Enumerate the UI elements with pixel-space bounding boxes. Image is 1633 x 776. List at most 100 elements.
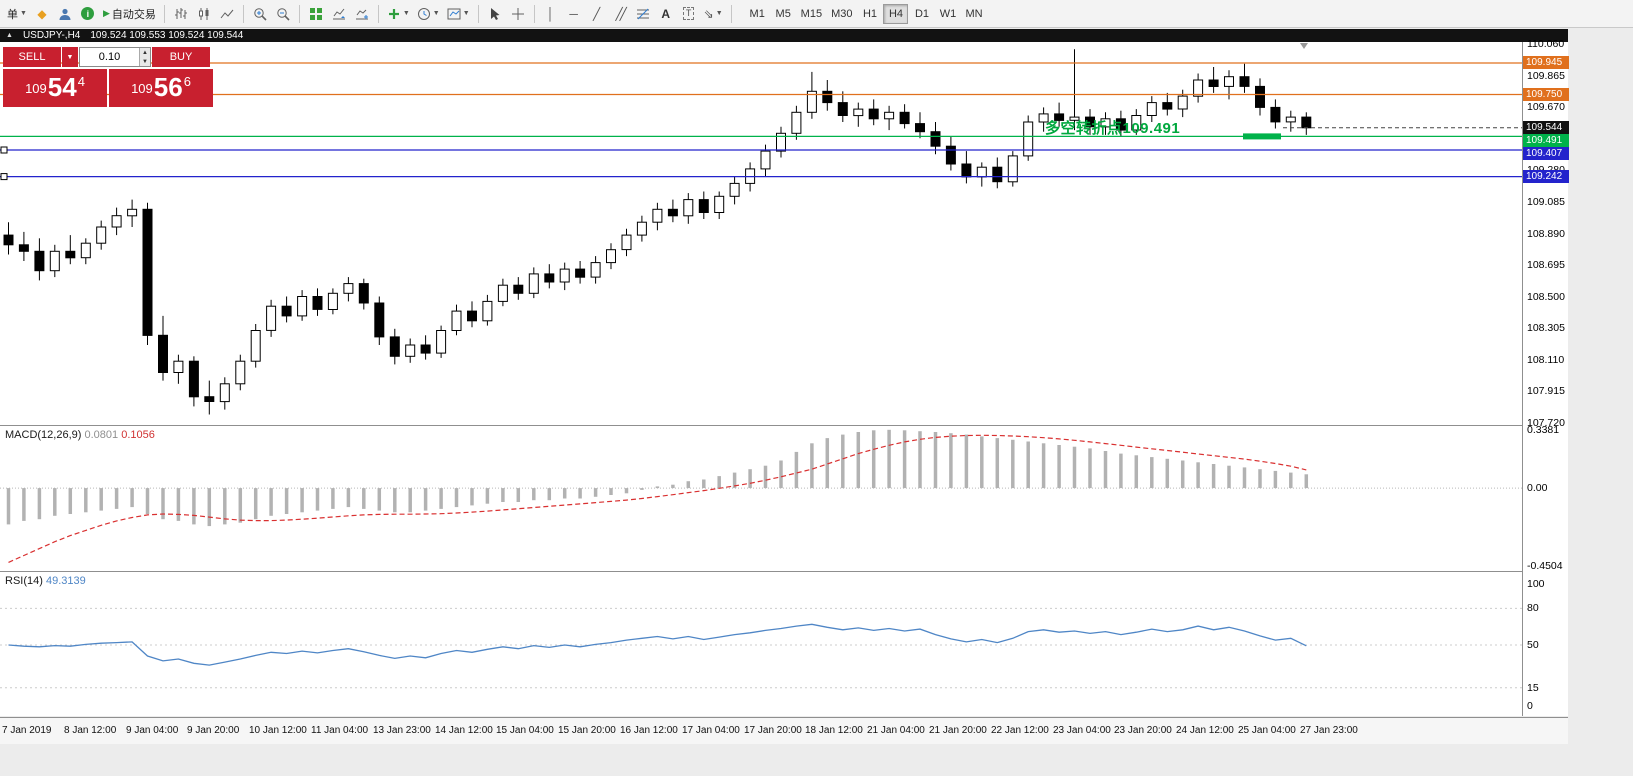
bar-chart-button[interactable] <box>170 3 192 25</box>
caret-down-icon: ▼ <box>462 10 470 17</box>
panel-splitter[interactable] <box>0 425 1568 426</box>
rsi-scale-label: 50 <box>1527 639 1539 651</box>
sell-price-box[interactable]: 109 54 4 <box>3 69 107 107</box>
timeframe-d1-button[interactable]: D1 <box>909 4 934 24</box>
buy-price-box[interactable]: 109 56 6 <box>109 69 213 107</box>
lot-size-input[interactable] <box>80 48 139 66</box>
macd-histogram <box>6 429 1309 527</box>
horizontal-line-tool-button[interactable]: ─ <box>563 3 585 25</box>
chart-ohlc-values: 109.524 109.553 109.524 109.544 <box>90 30 244 41</box>
indicators-button[interactable]: ▼ <box>384 3 413 25</box>
cursor-icon <box>490 7 500 20</box>
templates-button[interactable]: ▼ <box>444 3 473 25</box>
text-tool-button[interactable]: A <box>655 3 677 25</box>
new-order-button[interactable]: 单 ▼ <box>4 3 30 25</box>
sell-price-big: 54 <box>47 72 77 102</box>
clock-icon <box>417 7 430 20</box>
autotrading-button[interactable]: ▶ 自动交易 <box>100 3 159 25</box>
time-axis-label: 8 Jan 12:00 <box>64 725 117 736</box>
time-axis-label: 16 Jan 12:00 <box>620 725 678 736</box>
arrows-tool-button[interactable]: ⇘ ▼ <box>701 3 726 25</box>
timeframe-h4-button[interactable]: H4 <box>883 3 909 24</box>
vertical-line-icon: │ <box>546 6 555 21</box>
price-lines[interactable] <box>0 62 1522 181</box>
rsi-panel: RSI(14) 49.3139 <box>0 572 1522 716</box>
timeframe-w1-button[interactable]: W1 <box>935 4 960 24</box>
candlestick-chart-button[interactable] <box>193 3 215 25</box>
price-line-tag: 109.491 <box>1523 134 1569 147</box>
vertical-line-tool-button[interactable]: │ <box>540 3 562 25</box>
rsi-value: 49.3139 <box>45 575 86 587</box>
chart-shift-icon <box>355 9 368 19</box>
macd-scale-label: -0.4504 <box>1527 560 1563 572</box>
mql5-button[interactable]: ◆ <box>31 3 53 25</box>
crosshair-button[interactable] <box>507 3 529 25</box>
timeframe-m5-button[interactable]: M5 <box>771 4 796 24</box>
cursor-button[interactable] <box>484 3 506 25</box>
rsi-chart[interactable] <box>0 572 1522 716</box>
candlestick-icon <box>198 7 209 20</box>
channel-icon: ╱╱ <box>615 6 627 21</box>
time-axis-label: 21 Jan 20:00 <box>929 725 987 736</box>
tile-windows-button[interactable] <box>305 3 327 25</box>
chart-title: USDJPY-,H4 <box>22 30 81 41</box>
caret-down-icon: ▼ <box>432 10 440 17</box>
zoom-out-icon <box>277 7 290 21</box>
time-axis-label: 18 Jan 12:00 <box>805 725 863 736</box>
trendline-icon: ╱ <box>593 6 601 21</box>
new-order-label: 单 <box>7 8 18 21</box>
lot-spinner: ▲ ▼ <box>139 48 150 66</box>
auto-scroll-button[interactable] <box>328 3 350 25</box>
community-button[interactable] <box>54 3 76 25</box>
timeframe-mn-button[interactable]: MN <box>961 4 986 24</box>
rsi-scale-label: 0 <box>1527 700 1533 712</box>
timeframe-m30-button[interactable]: M30 <box>827 4 856 24</box>
one-click-trading-widget: SELL ▼ ▲ ▼ BUY 109 54 4 109 56 6 <box>3 47 213 107</box>
pivot-annotation: 多空转折点109.491 <box>1045 120 1181 137</box>
autotrading-play-icon: ▶ <box>102 8 110 18</box>
macd-scale[interactable]: 0.3381 0.00 -0.4504 <box>1523 424 1569 572</box>
timeframe-toolbar: M1 M5 M15 M30 H1 H4 D1 W1 MN <box>745 3 987 24</box>
toolbar-separator <box>377 4 379 23</box>
buy-price-big: 56 <box>153 72 183 102</box>
chart-shift-button[interactable] <box>351 3 373 25</box>
timeframe-h1-button[interactable]: H1 <box>857 4 882 24</box>
template-icon <box>447 8 461 19</box>
lot-increase-button[interactable]: ▲ <box>140 48 150 57</box>
time-axis[interactable]: 7 Jan 2019 8 Jan 12:00 9 Jan 04:00 9 Jan 20… <box>0 717 1568 744</box>
lot-decrease-button[interactable]: ▼ <box>140 57 150 66</box>
price-line-tag: 109.544 <box>1523 121 1569 134</box>
price-line-tag: 109.242 <box>1523 170 1569 183</box>
buy-price-prefix: 109 <box>131 81 153 96</box>
auto-scroll-icon <box>332 8 345 19</box>
zoom-in-button[interactable] <box>249 3 271 25</box>
timeframe-m1-button[interactable]: M1 <box>745 4 770 24</box>
price-axis-column[interactable]: 110.060109.865109.670109.475109.280109.0… <box>1522 38 1569 716</box>
channel-tool-button[interactable]: ╱╱ <box>609 3 631 25</box>
info-button[interactable]: i <box>77 3 99 25</box>
rsi-scale[interactable]: 100 80 50 15 0 <box>1523 572 1569 716</box>
price-chart[interactable] <box>0 42 1522 425</box>
main-toolbar: 单 ▼ ◆ i ▶ 自动交易 ▼ ▼ ▼ <box>0 0 1633 28</box>
chart-shift-marker[interactable] <box>1300 43 1308 49</box>
macd-panel: MACD(12,26,9) 0.0801 0.1056 <box>0 426 1522 571</box>
sell-button[interactable]: SELL <box>3 47 61 67</box>
time-axis-label: 7 Jan 2019 <box>2 725 52 736</box>
rsi-scale-label: 15 <box>1527 682 1539 694</box>
time-axis-label: 24 Jan 12:00 <box>1176 725 1234 736</box>
trendline-tool-button[interactable]: ╱ <box>586 3 608 25</box>
lot-dropdown-button[interactable]: ▼ <box>62 47 78 67</box>
caret-down-icon: ▼ <box>715 10 723 17</box>
label-tool-button[interactable]: T <box>678 3 700 25</box>
panel-splitter[interactable] <box>0 571 1568 572</box>
price-scale[interactable]: 110.060109.865109.670109.475109.280109.0… <box>1523 38 1569 429</box>
toolbar-separator <box>477 4 479 23</box>
timeframe-m15-button[interactable]: M15 <box>797 4 826 24</box>
periods-button[interactable]: ▼ <box>414 3 443 25</box>
line-chart-button[interactable] <box>216 3 238 25</box>
zoom-out-button[interactable] <box>272 3 294 25</box>
fibonacci-tool-button[interactable] <box>632 3 654 25</box>
person-icon <box>59 8 71 20</box>
buy-button[interactable]: BUY <box>152 47 210 67</box>
macd-chart[interactable] <box>0 426 1522 571</box>
